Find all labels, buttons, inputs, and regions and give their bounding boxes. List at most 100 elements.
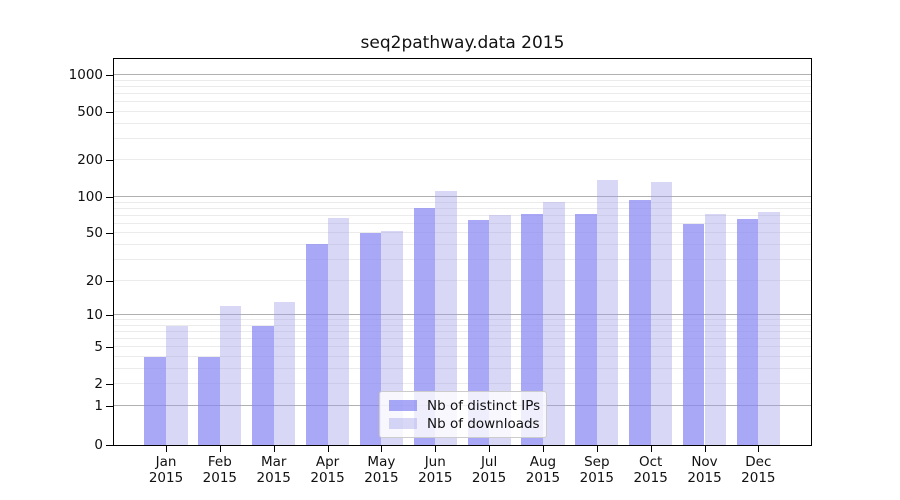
y-tick-label: 5 [94,339,103,356]
x-tick-label: May 2015 [364,454,399,486]
legend-item-downloads: Nb of downloads [389,415,540,432]
x-tick-mark [381,446,383,452]
x-tick-mark [758,446,760,452]
y-tick-mark [106,384,113,386]
x-tick-label: Apr 2015 [310,454,345,486]
gridline-minor [114,201,811,203]
y-tick-label: 200 [77,152,103,169]
plot-area [113,58,812,446]
y-tick-mark [106,74,113,76]
y-tick-label: 10 [85,306,103,323]
bar-distinct-ips-mar [252,325,274,445]
gridline-minor [114,159,811,161]
x-tick-mark [704,446,706,452]
bar-distinct-ips-sep [575,214,597,445]
legend-label-distinct-ips: Nb of distinct IPs [427,397,541,414]
gridline-minor [114,324,811,326]
y-tick-label: 20 [85,272,103,289]
gridline-minor [114,137,811,139]
y-tick-mark [106,196,113,198]
gridline-minor [114,122,811,124]
bar-downloads-jul [489,214,511,445]
x-tick-label: Feb 2015 [202,454,238,486]
gridline-minor [114,319,811,320]
y-tick-mark [106,405,113,407]
y-tick-label: 1000 [68,66,103,83]
legend-swatch-distinct-ips-icon [389,400,417,411]
x-tick-label: Jan 2015 [148,454,184,486]
gridline-minor [114,214,811,216]
x-tick-mark [489,446,491,452]
bar-distinct-ips-nov [682,223,705,445]
bar-downloads-sep [596,179,619,445]
x-tick-label: Mar 2015 [256,454,291,486]
bar-distinct-ips-jan [144,356,166,445]
x-tick-mark [596,446,598,452]
bar-distinct-ips-oct [629,200,651,445]
y-tick-label: 500 [77,103,103,120]
gridline-major [114,73,811,75]
bar-downloads-oct [650,181,673,445]
gridline-minor [114,222,811,224]
gridline-minor [114,110,811,112]
y-tick-mark [106,314,113,316]
gridline-minor [114,92,811,94]
gridline-minor [114,346,811,348]
gridline-minor [114,79,811,81]
gridline-major [114,313,811,315]
bar-distinct-ips-jun [413,208,436,445]
bar-distinct-ips-feb [198,356,220,445]
legend: Nb of distinct IPs Nb of downloads [379,391,547,438]
bar-downloads-mar [273,302,296,445]
x-tick-mark [219,446,221,452]
gridline-minor [114,243,811,245]
x-tick-mark [273,446,275,452]
legend-item-distinct-ips: Nb of distinct IPs [389,397,541,414]
bar-downloads-apr [327,218,350,445]
x-tick-label: Aug 2015 [525,454,561,486]
chart-title: seq2pathway.data 2015 [360,33,565,53]
bar-distinct-ips-jul [467,220,490,445]
y-tick-label: 50 [85,225,103,242]
gridline-minor [114,383,811,385]
bar-downloads-aug [542,201,565,445]
x-tick-mark [327,446,329,452]
gridline-minor [114,355,811,357]
bar-downloads-jan [166,325,188,445]
bar-distinct-ips-may [359,233,382,445]
y-tick-mark [106,445,113,446]
gridline-major [114,195,811,197]
gridline-minor [114,330,811,332]
gridline-minor [114,85,811,87]
x-tick-label: Dec 2015 [741,454,776,486]
y-tick-label: 100 [77,188,103,205]
gridline-minor [114,207,811,209]
y-tick-label: 0 [94,437,103,453]
y-tick-label: 2 [94,376,103,393]
y-tick-mark [106,160,113,162]
gridline-minor [114,258,811,260]
x-tick-label: Jul 2015 [471,454,507,486]
gridline-minor [114,232,811,234]
x-tick-label: Jun 2015 [418,454,453,486]
bar-downloads-feb [219,306,242,445]
y-tick-label: 1 [94,397,103,414]
y-tick-mark [106,111,113,113]
bar-downloads-nov [704,214,727,445]
gridline-minor [114,279,811,281]
x-tick-mark [542,446,544,452]
bar-downloads-dec [758,212,780,445]
legend-swatch-downloads-icon [389,418,417,429]
x-tick-label: Oct 2015 [633,454,668,486]
y-tick-mark [106,280,113,282]
x-tick-label: Nov 2015 [687,454,722,486]
gridline-minor [114,367,811,369]
bar-distinct-ips-aug [521,213,543,445]
y-tick-mark [106,233,113,235]
bar-distinct-ips-apr [305,243,328,445]
x-tick-mark [650,446,652,452]
x-tick-mark [435,446,437,452]
x-tick-mark [166,446,167,452]
gridline-minor [114,101,811,103]
